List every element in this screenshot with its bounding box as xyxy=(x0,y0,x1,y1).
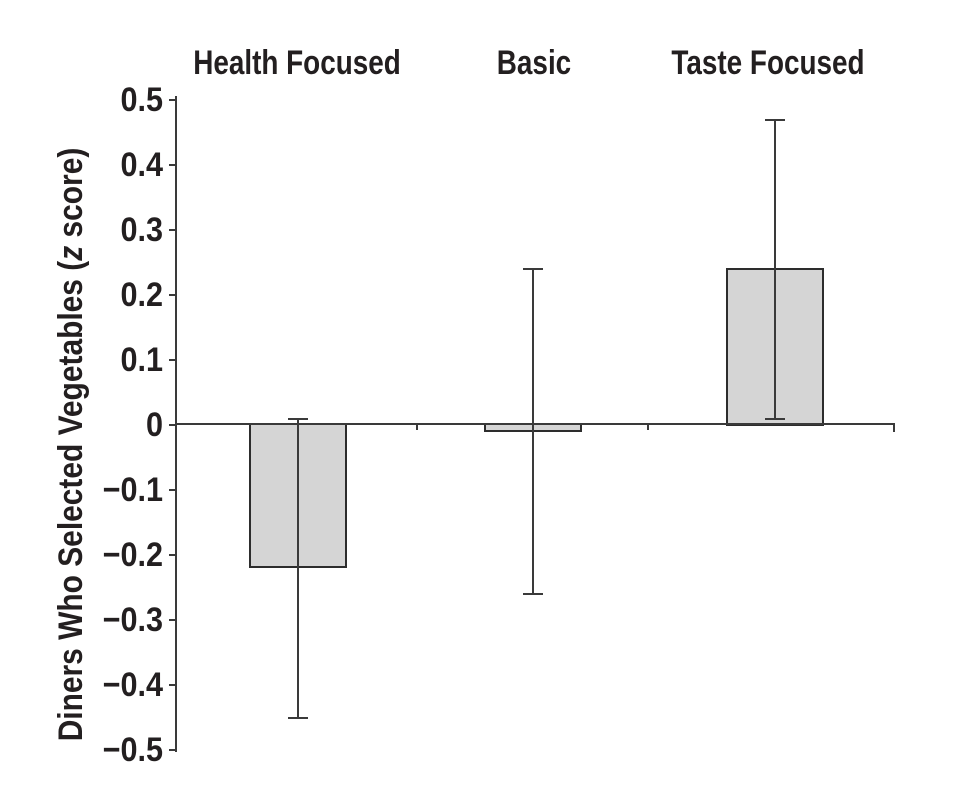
y-tick-label: 0.5 xyxy=(120,81,163,119)
x-axis-tick xyxy=(416,425,418,430)
bar-error-cap-bottom xyxy=(288,717,308,719)
bar-error-cap-top xyxy=(288,418,308,420)
bar-error-line xyxy=(774,120,776,419)
y-tick-label: 0.1 xyxy=(120,341,163,379)
bar-error-cap-top xyxy=(765,119,785,121)
y-tick-label: −0.3 xyxy=(102,601,163,639)
category-label: Health Focused xyxy=(193,44,401,82)
y-tick-label: −0.4 xyxy=(102,666,163,704)
y-tick xyxy=(169,554,177,556)
y-tick-label: 0.2 xyxy=(120,276,163,314)
x-axis-end-tick xyxy=(893,425,895,432)
category-label: Basic xyxy=(496,44,572,82)
y-tick xyxy=(169,619,177,621)
y-tick xyxy=(169,489,177,491)
y-tick xyxy=(169,164,177,166)
x-axis-tick xyxy=(647,425,649,430)
bar-error-line xyxy=(532,269,534,594)
y-tick xyxy=(169,359,177,361)
bar-error-cap-bottom xyxy=(765,418,785,420)
y-tick xyxy=(169,424,177,426)
y-tick-label: 0.3 xyxy=(120,211,163,249)
category-label: Taste Focused xyxy=(671,44,865,82)
y-tick-label: −0.2 xyxy=(102,536,163,574)
y-tick-label: 0 xyxy=(145,406,163,444)
bar-error-cap-top xyxy=(523,268,543,270)
x-axis-line xyxy=(175,423,895,425)
y-tick xyxy=(169,684,177,686)
y-tick xyxy=(169,229,177,231)
bar-error-line xyxy=(297,419,299,718)
y-tick-label: 0.4 xyxy=(120,146,163,184)
y-tick-label: −0.5 xyxy=(102,731,163,769)
y-tick xyxy=(169,294,177,296)
bar-error-cap-bottom xyxy=(523,593,543,595)
y-tick xyxy=(169,99,177,101)
y-tick-label: −0.1 xyxy=(102,471,163,509)
y-tick xyxy=(169,749,177,751)
